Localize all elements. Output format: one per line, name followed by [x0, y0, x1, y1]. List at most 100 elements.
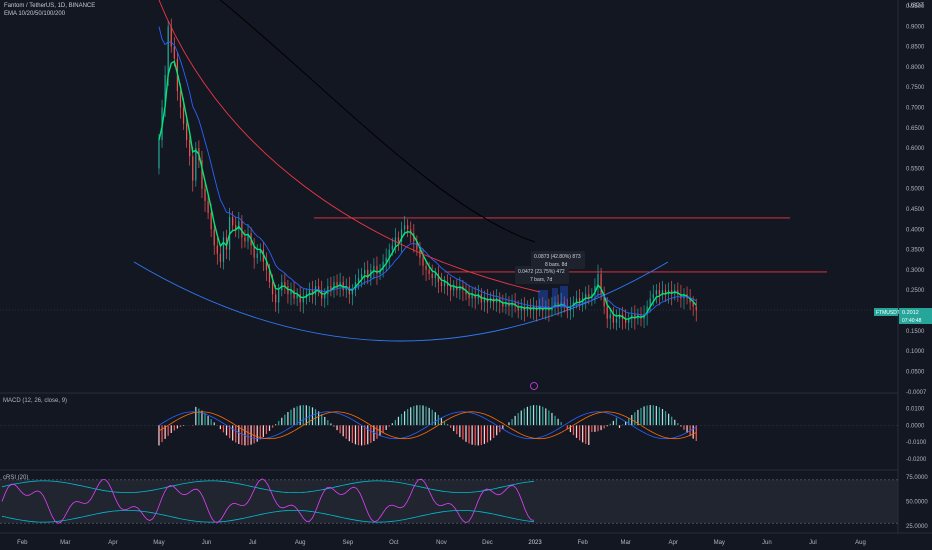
candle-body: [379, 269, 381, 274]
candle-body: [336, 282, 338, 287]
macd-histogram-bar: [324, 416, 326, 426]
candle-body: [554, 302, 556, 307]
price-tick-label: 0.3000: [906, 268, 925, 274]
time-tick-label: Apr: [108, 540, 117, 546]
macd-histogram-bar: [428, 407, 430, 426]
macd-histogram-bar: [443, 421, 446, 426]
macd-histogram-bar: [360, 425, 363, 446]
candle-body: [333, 282, 335, 291]
axis-unit-label: USDT: [907, 3, 924, 9]
macd-histogram-bar: [376, 425, 378, 439]
time-tick-label: Nov: [436, 540, 447, 546]
price-tag-value: 0.2012: [902, 310, 919, 316]
candle-body: [505, 302, 507, 307]
candle-body: [450, 286, 452, 291]
macd-histogram-bar: [664, 411, 667, 426]
time-tick-label: May: [714, 540, 725, 546]
macd-histogram-bar: [161, 425, 163, 443]
macd-histogram-bar: [677, 423, 679, 426]
macd-histogram-bar: [643, 406, 645, 426]
macd-histogram-bar: [674, 419, 676, 426]
macd-histogram-bar: [167, 425, 169, 436]
macd-label[interactable]: MACD (12, 26, close, 9): [3, 398, 68, 404]
candle-body: [195, 148, 197, 181]
macd-histogram-bar: [367, 425, 369, 445]
crsi-label[interactable]: cRSI (20): [3, 475, 29, 481]
price-tick-label: 0.3500: [906, 248, 925, 254]
macd-histogram-bar: [520, 410, 522, 426]
macd-histogram-bar: [661, 408, 664, 426]
macd-histogram-bar: [364, 425, 366, 446]
macd-histogram-bar: [400, 413, 403, 426]
time-tick-label: Aug: [295, 540, 306, 546]
price-tick-label: 0.6000: [906, 146, 925, 152]
candle-body: [244, 237, 246, 242]
macd-histogram-bar: [198, 408, 200, 426]
macd-histogram-bar: [207, 416, 209, 426]
macd-histogram-bar: [456, 425, 458, 435]
macd-histogram-bar: [302, 405, 304, 426]
macd-histogram-bar: [477, 425, 479, 446]
macd-histogram-bar: [658, 407, 661, 426]
candle-body: [446, 282, 449, 287]
macd-histogram-bar: [351, 425, 354, 444]
price-tick-label: 0.1500: [906, 329, 925, 335]
time-tick-label: Jul: [809, 540, 817, 546]
macd-histogram-bar: [250, 425, 252, 445]
ema-50-line: [158, 26, 697, 316]
candle-body: [661, 290, 664, 295]
price-tick-label: 0.5500: [906, 166, 925, 172]
candle-body: [566, 306, 568, 311]
macd-histogram-bar: [486, 425, 489, 443]
indicator-title[interactable]: EMA 10/20/50/100/200: [4, 11, 66, 17]
candle-body: [511, 302, 513, 307]
ema-100-line: [158, 0, 541, 293]
candle-body: [182, 107, 185, 124]
macd-histogram-bar: [287, 412, 289, 426]
macd-histogram-bar: [431, 409, 433, 426]
candle-body: [253, 245, 255, 258]
macd-histogram-bar: [539, 405, 541, 426]
candle-body: [407, 225, 409, 230]
candle-body: [219, 253, 221, 262]
macd-histogram-bar: [575, 425, 578, 438]
macd-histogram-bar: [413, 406, 415, 426]
macd-histogram-bar: [164, 425, 166, 439]
macd-histogram-bar: [256, 425, 258, 442]
time-tick-label: Jun: [762, 540, 772, 546]
macd-histogram-bar: [523, 408, 525, 426]
candle-body: [618, 314, 621, 319]
price-tag-countdown: 07:40:48: [902, 318, 922, 324]
candle-body: [192, 156, 194, 181]
candle-body: [296, 294, 298, 299]
candle-body: [391, 245, 393, 250]
candle-body: [689, 298, 691, 303]
candle-body: [400, 229, 403, 242]
price-tick-label: 0.7500: [906, 85, 925, 91]
candle-body: [502, 302, 504, 307]
candle-body: [364, 269, 366, 274]
macd-histogram-bar: [502, 425, 504, 429]
candle-body: [440, 282, 443, 287]
symbol-title[interactable]: Fantom / TetherUS, 1D, BINANCE: [4, 3, 96, 9]
macd-histogram-bar: [582, 425, 584, 443]
macd-histogram-bar: [275, 424, 277, 426]
macd-histogram-bar: [327, 420, 329, 426]
macd-histogram-bar: [496, 425, 498, 436]
candle-body: [167, 26, 169, 76]
candle-body: [204, 188, 206, 201]
macd-histogram-bar: [529, 405, 532, 426]
candle-body: [652, 294, 654, 299]
macd-histogram-bar: [222, 425, 225, 433]
macd-histogram-bar: [210, 419, 212, 426]
macd-histogram-bar: [330, 423, 332, 426]
candle-body: [628, 318, 630, 323]
measure-sub-1: 8 bars, 8d: [545, 262, 567, 268]
measure-sub-2: 7 bars, 7d: [530, 277, 552, 283]
macd-histogram-bar: [434, 412, 436, 426]
candle-body: [290, 290, 292, 295]
event-flag-icon: [530, 382, 538, 390]
macd-histogram-bar: [397, 416, 400, 426]
candle-body: [410, 229, 412, 234]
